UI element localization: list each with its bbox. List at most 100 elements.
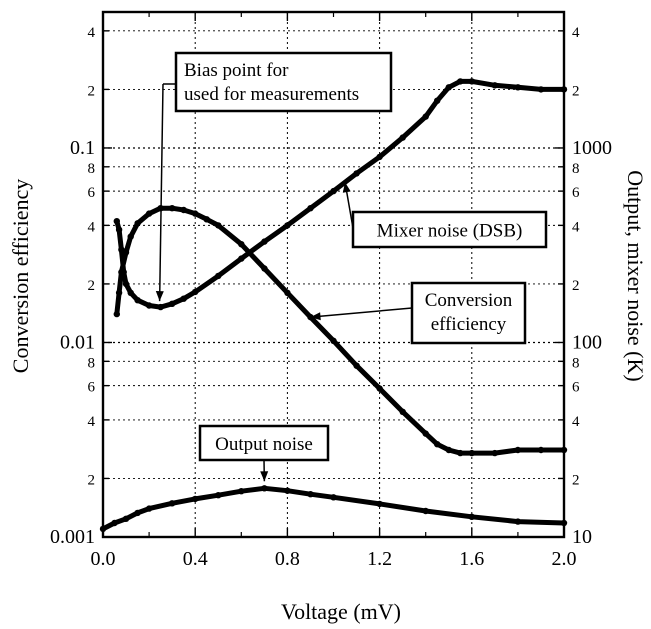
conversion-efficiency-series-point — [457, 449, 464, 457]
y-left-tick-label: 0.1 — [70, 137, 95, 159]
conversion-efficiency-series-point — [168, 205, 176, 212]
conversion-efficiency-series-point — [145, 210, 153, 217]
y-right-tick-label: 6 — [572, 380, 580, 396]
output-noise-series-point — [284, 487, 291, 494]
y-left-tick-label: 2 — [88, 472, 96, 488]
y-left-tick-label: 4 — [88, 25, 96, 41]
y-left-tick-label: 0.001 — [50, 526, 95, 548]
mixer-noise-series-point — [399, 134, 406, 141]
annotation-output-noise-text: Output noise — [215, 434, 313, 455]
y-left-tick-label: 0.01 — [60, 331, 95, 353]
mixer-noise-series-point — [445, 84, 452, 91]
annotation-bias-point-arrow-line — [158, 83, 164, 302]
mixer-noise-series-point — [134, 297, 141, 304]
conversion-efficiency-series-point — [215, 222, 222, 229]
y-right-tick-label: 2 — [572, 472, 580, 488]
y-right-tick-label: 4 — [572, 414, 580, 430]
conversion-efficiency-series-point — [180, 206, 187, 214]
mixer-noise-series-point — [537, 86, 545, 93]
annotation-bias-point-box — [174, 51, 393, 113]
output-noise-series-point — [134, 509, 141, 517]
annotation-conversion-efficiency-text: efficiency — [431, 314, 507, 335]
mixer-noise-series-point — [376, 153, 383, 161]
output-noise-series-point — [468, 513, 475, 520]
y-right-tick-label: 10 — [572, 526, 592, 548]
mixer-noise-series-point — [238, 255, 245, 262]
conversion-efficiency-series-point — [445, 446, 452, 454]
y-left-tick-label: 8 — [88, 355, 96, 371]
mixer-noise-series-point — [127, 289, 134, 296]
y-left-tick-label: 2 — [88, 83, 96, 99]
annotation-mixer-noise-arrow-head — [342, 182, 351, 193]
mixer-noise-series-point — [353, 170, 360, 177]
y-right-tick-label: 2 — [572, 278, 580, 294]
mixer-noise-series-point — [434, 97, 441, 104]
mixer-noise-series-point — [491, 82, 498, 89]
mixer-noise-series-point — [261, 238, 268, 245]
conversion-efficiency-series-point — [399, 408, 406, 415]
conversion-efficiency-series-point — [127, 233, 134, 240]
output-noise-series-point — [192, 495, 199, 503]
conversion-efficiency-series-point — [134, 220, 141, 227]
y-left-tick-label: 4 — [88, 219, 96, 235]
output-noise-series-point — [238, 488, 245, 495]
series-layer — [99, 78, 568, 533]
y-right-tick-label: 8 — [572, 161, 580, 177]
annotation-conversion-efficiency-box — [410, 281, 527, 345]
mixer-noise-series-point — [307, 205, 314, 212]
mixer-noise-series-point — [168, 300, 176, 307]
mixer-noise-series-point — [514, 84, 522, 91]
mixer-noise-series-line — [114, 78, 567, 310]
mixer-noise-series-point — [122, 280, 130, 288]
x-tick-label: 2.0 — [552, 548, 577, 570]
conversion-efficiency-series-point — [192, 210, 199, 217]
mixer-noise-series-point — [120, 268, 127, 276]
conversion-efficiency-series-point — [203, 216, 210, 223]
conversion-efficiency-series-point — [422, 430, 429, 437]
annotation-conversion-efficiency-arrow-head — [310, 312, 321, 321]
annotation-output-noise-box — [198, 424, 330, 462]
output-noise-series-point — [145, 505, 153, 512]
y-left-tick-label: 6 — [88, 185, 96, 201]
mixer-noise-series-point — [457, 78, 464, 85]
x-tick-label: 0.8 — [275, 548, 300, 570]
x-axis-label: Voltage (mV) — [281, 599, 401, 624]
y-right-tick-label: 1000 — [572, 137, 612, 159]
conversion-efficiency-series-point — [261, 265, 268, 272]
y-left-tick-label: 8 — [88, 161, 96, 177]
mixer-noise-series-point — [118, 246, 125, 253]
conversion-efficiency-series-point — [353, 362, 360, 369]
y-right-tick-label: 6 — [572, 185, 580, 201]
annotation-conversion-efficiency-text: Conversion — [425, 290, 513, 311]
conversion-efficiency-series-point — [376, 385, 383, 392]
annotation-conversion-efficiency-arrow-line — [310, 307, 413, 318]
y-right-tick-label: 2 — [572, 83, 580, 99]
output-noise-series-point — [307, 491, 314, 498]
y-right-tick-label: 8 — [572, 355, 580, 371]
mixer-noise-series-point — [215, 272, 222, 280]
conversion-efficiency-series-point — [434, 441, 441, 448]
conversion-efficiency-series-point — [330, 337, 337, 344]
mixer-noise-series-point — [468, 78, 475, 85]
y-left-tick-label: 2 — [88, 278, 96, 294]
conversion-efficiency-series-point — [468, 449, 475, 457]
mixer-noise-series-point — [422, 113, 429, 120]
output-noise-series-point — [168, 500, 176, 507]
output-noise-series-point — [215, 492, 222, 499]
conversion-efficiency-series-point — [115, 289, 123, 296]
x-tick-label: 0.0 — [91, 548, 116, 570]
output-noise-series-point — [261, 485, 268, 492]
mixer-noise-series-point — [113, 218, 121, 225]
conversion-efficiency-series-point — [284, 289, 291, 296]
output-noise-series-point — [111, 519, 118, 527]
annotation-bias-point-arrow-head — [155, 291, 164, 302]
grid-layer — [103, 12, 564, 538]
conversion-efficiency-series-point — [537, 446, 545, 454]
annotation-bias-point-text: used for measurements — [184, 84, 359, 105]
conversion-efficiency-series-point — [238, 241, 245, 248]
y-left-axis-label: Conversion efficiency — [8, 179, 33, 373]
output-noise-series-point — [122, 515, 130, 522]
y-right-tick-label: 4 — [572, 25, 580, 41]
